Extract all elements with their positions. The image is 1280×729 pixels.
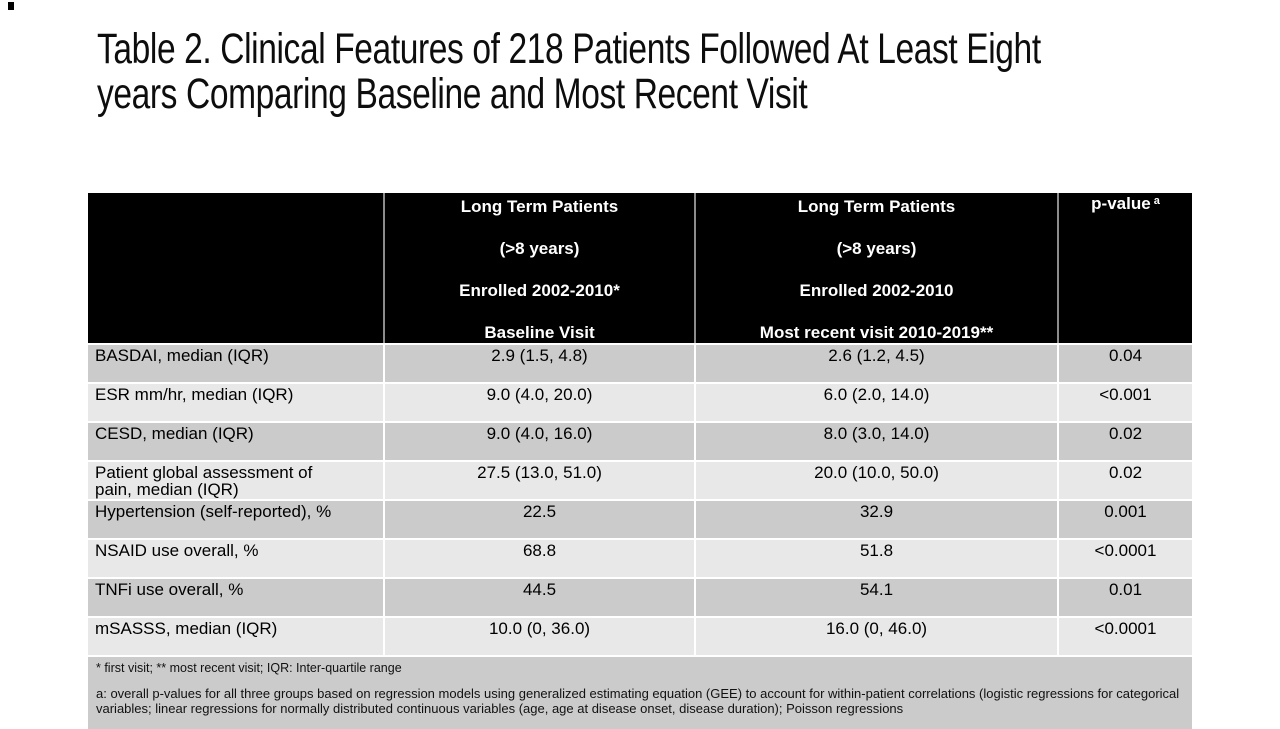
row-label-tnfi: TNFi use overall, % bbox=[88, 579, 383, 616]
slide-title: Table 2. Clinical Features of 218 Patien… bbox=[97, 27, 1041, 117]
value-cell: 9.0 (4.0, 20.0) bbox=[385, 384, 694, 421]
value-cell: 2.9 (1.5, 4.8) bbox=[385, 345, 694, 382]
header-line: Most recent visit 2010-2019** bbox=[759, 323, 994, 342]
header-divider bbox=[694, 193, 696, 343]
header-line: Enrolled 2002-2010* bbox=[459, 281, 620, 300]
footnote-pvalue-methods: a: overall p-values for all three groups… bbox=[96, 686, 1180, 716]
value-cell: 16.0 (0, 46.0) bbox=[696, 618, 1057, 655]
value-cell: 20.0 (10.0, 50.0) bbox=[696, 462, 1057, 499]
header-line: Baseline Visit bbox=[484, 323, 595, 342]
row-label-text: Patient global assessment of pain, media… bbox=[95, 463, 313, 499]
header-row-label-cell bbox=[88, 193, 383, 343]
pvalue-cell: 0.001 bbox=[1059, 501, 1192, 538]
header-divider bbox=[383, 193, 385, 343]
pvalue-cell: 0.04 bbox=[1059, 345, 1192, 382]
clinical-features-table: Long Term Patients (>8 years) Enrolled 2… bbox=[88, 193, 1192, 729]
row-label-nsaid: NSAID use overall, % bbox=[88, 540, 383, 577]
pvalue-cell: 0.02 bbox=[1059, 462, 1192, 499]
value-cell: 6.0 (2.0, 14.0) bbox=[696, 384, 1057, 421]
value-cell: 9.0 (4.0, 16.0) bbox=[385, 423, 694, 460]
row-label-patient-global: Patient global assessment of pain, media… bbox=[88, 462, 383, 499]
column-header-baseline: Long Term Patients (>8 years) Enrolled 2… bbox=[385, 193, 694, 343]
header-line: Long Term Patients bbox=[797, 197, 956, 216]
value-cell: 44.5 bbox=[385, 579, 694, 616]
value-cell: 2.6 (1.2, 4.5) bbox=[696, 345, 1057, 382]
slide-title-line-2: years Comparing Baseline and Most Recent… bbox=[97, 70, 808, 118]
row-label-msasss: mSASSS, median (IQR) bbox=[88, 618, 383, 655]
header-divider bbox=[1057, 193, 1059, 343]
header-line: (>8 years) bbox=[499, 239, 580, 258]
value-cell: 68.8 bbox=[385, 540, 694, 577]
table-footnotes: * first visit; ** most recent visit; IQR… bbox=[88, 657, 1192, 729]
header-line: Long Term Patients bbox=[460, 197, 619, 216]
pvalue-cell: 0.01 bbox=[1059, 579, 1192, 616]
pvalue-cell: <0.001 bbox=[1059, 384, 1192, 421]
value-cell: 22.5 bbox=[385, 501, 694, 538]
slide-title-line-1: Table 2. Clinical Features of 218 Patien… bbox=[97, 25, 1041, 73]
value-cell: 10.0 (0, 36.0) bbox=[385, 618, 694, 655]
pvalue-label: p-value bbox=[1091, 194, 1151, 213]
value-cell: 27.5 (13.0, 51.0) bbox=[385, 462, 694, 499]
row-label-hypertension: Hypertension (self-reported), % bbox=[88, 501, 383, 538]
value-cell: 54.1 bbox=[696, 579, 1057, 616]
value-cell: 8.0 (3.0, 14.0) bbox=[696, 423, 1057, 460]
pvalue-cell: <0.0001 bbox=[1059, 618, 1192, 655]
value-cell: 51.8 bbox=[696, 540, 1057, 577]
value-cell: 32.9 bbox=[696, 501, 1057, 538]
slide-corner-artifact bbox=[8, 2, 14, 10]
row-label-basdai: BASDAI, median (IQR) bbox=[88, 345, 383, 382]
footnote-abbreviations: * first visit; ** most recent visit; IQR… bbox=[96, 661, 402, 675]
row-label-cesd: CESD, median (IQR) bbox=[88, 423, 383, 460]
pvalue-superscript: a bbox=[1153, 195, 1160, 207]
row-label-esr: ESR mm/hr, median (IQR) bbox=[88, 384, 383, 421]
pvalue-cell: 0.02 bbox=[1059, 423, 1192, 460]
pvalue-header-line: p-value a bbox=[1059, 194, 1192, 216]
header-line: Enrolled 2002-2010 bbox=[799, 281, 954, 300]
pvalue-cell: <0.0001 bbox=[1059, 540, 1192, 577]
column-header-recent-visit: Long Term Patients (>8 years) Enrolled 2… bbox=[696, 193, 1057, 343]
header-line: (>8 years) bbox=[836, 239, 917, 258]
column-header-pvalue: p-value a bbox=[1059, 193, 1192, 343]
